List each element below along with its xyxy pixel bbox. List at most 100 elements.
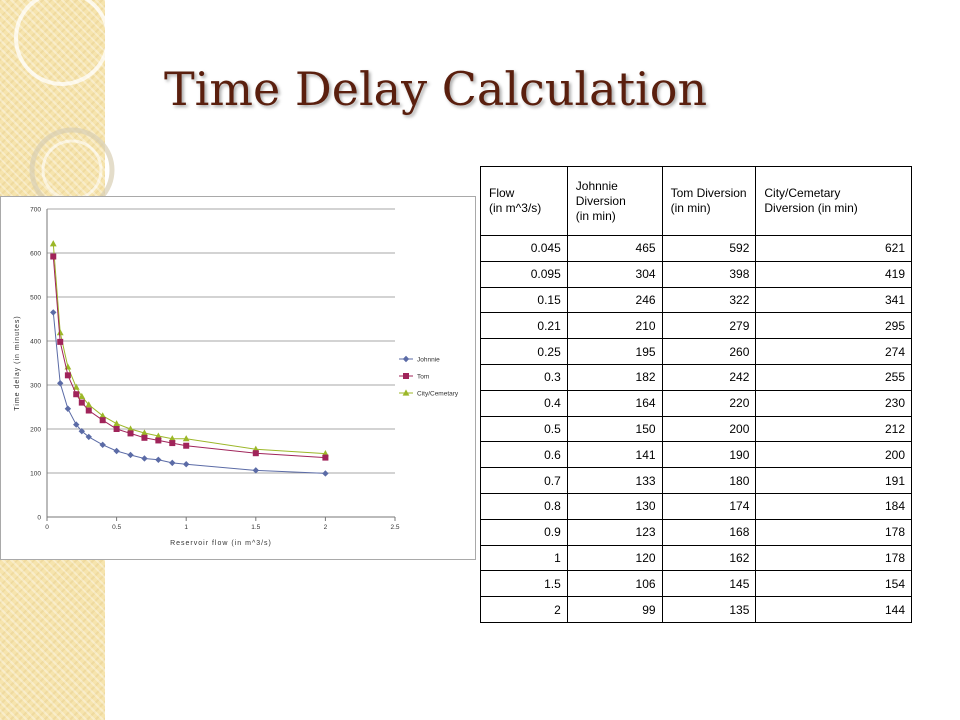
table-cell: 0.7 (480, 467, 568, 494)
legend-marker (402, 389, 410, 396)
table-cell: 123 (566, 518, 663, 546)
table-cell: 0.045 (480, 235, 568, 262)
table-cell: 242 (661, 363, 757, 391)
x-tick-label: 0 (45, 524, 49, 531)
table-row: 0.8 130 174 184 (480, 492, 912, 520)
table-cell: 195 (566, 338, 663, 365)
table-cell: 2 (480, 596, 568, 623)
table-cell: 465 (566, 235, 663, 262)
table-row: 0.045 465 592 621 (480, 235, 912, 262)
data-point (169, 440, 176, 447)
table-cell: 230 (755, 389, 912, 417)
data-point (57, 380, 64, 387)
table-cell: 168 (661, 518, 757, 546)
data-point (127, 451, 134, 459)
table-cell: 279 (661, 312, 757, 340)
table-cell: 0.6 (480, 441, 568, 469)
table-cell: 304 (566, 260, 663, 288)
data-point (141, 429, 148, 436)
data-point (127, 425, 134, 432)
table-cell: 274 (755, 338, 912, 365)
chart-canvas: 0 100 200 300 400 500 600 700 0 0.5 1 1.5 2 2.5 Reserv… (14, 207, 459, 548)
table-cell: 120 (566, 544, 663, 572)
table-cell: 99 (566, 596, 663, 623)
x-tick-label: 0.5 (112, 524, 121, 531)
table-header-row: Flow (in m^3/s) Johnnie Diversion (in min) T… (480, 166, 912, 236)
table-header-cell: Johnnie Diversion (in min) (566, 166, 663, 236)
y-tick-label: 0 (37, 515, 41, 522)
table-cell: 0.3 (480, 363, 568, 391)
table-cell: 144 (755, 596, 912, 623)
table-cell: 260 (661, 338, 757, 365)
data-point (85, 401, 93, 408)
table-cell: 180 (661, 467, 757, 494)
y-tick-label: 600 (30, 251, 41, 258)
table-cell: 210 (566, 312, 663, 340)
y-tick-label: 700 (30, 207, 41, 214)
table-cell: 133 (566, 467, 663, 494)
data-point (99, 412, 107, 419)
table-cell: 1.5 (480, 570, 568, 598)
table-cell: 162 (661, 544, 757, 572)
table-cell: 154 (755, 570, 912, 598)
series-line (52, 243, 326, 455)
data-point (182, 435, 190, 442)
table-cell: 145 (661, 570, 757, 598)
x-tick-label: 1.5 (251, 524, 260, 531)
table-row: 0.7 133 180 191 (480, 467, 912, 494)
legend-label: City/Cemetary (417, 391, 459, 398)
table-row: 1 120 162 178 (480, 544, 912, 572)
y-axis-title: Time delay (in minutes) (14, 315, 21, 411)
data-point (252, 450, 259, 457)
table-cell: 212 (755, 415, 912, 443)
data-point (99, 417, 106, 424)
series-line (52, 312, 326, 474)
data-point (113, 447, 120, 455)
table-cell: 0.095 (480, 260, 568, 288)
data-point (141, 455, 148, 462)
x-axis-title: Reservoir flow (in m^3/s) (170, 540, 272, 547)
data-point (78, 399, 85, 406)
time-delay-chart: 0 100 200 300 400 500 600 700 0 0.5 1 1.5 2 2.5 Reserv… (0, 196, 476, 560)
data-point (85, 407, 92, 414)
data-point (72, 383, 80, 390)
table-row: 0.21 210 279 295 (480, 312, 912, 340)
table-header-cell: City/Cemetary Diversion (in min) (755, 166, 912, 236)
table-cell: 174 (661, 492, 757, 520)
data-point (252, 467, 259, 474)
y-tick-label: 100 (30, 471, 41, 478)
data-point (64, 372, 71, 379)
data-point (127, 430, 134, 437)
table-row: 2 99 135 144 (480, 596, 912, 623)
y-tick-label: 200 (30, 427, 41, 434)
data-point (322, 470, 329, 477)
y-tick-label: 300 (30, 383, 41, 390)
table-cell: 398 (661, 260, 757, 288)
x-tick-label: 2 (324, 524, 328, 531)
data-point (57, 338, 64, 345)
table-cell: 0.9 (480, 518, 568, 546)
legend-marker (403, 373, 409, 379)
data-point (73, 421, 80, 428)
table-cell: 106 (566, 570, 663, 598)
table-cell: 255 (755, 363, 912, 391)
table-cell: 191 (755, 467, 912, 494)
series-line (52, 256, 326, 459)
table-cell: 295 (755, 312, 912, 340)
table-cell: 190 (661, 441, 757, 469)
y-tick-label: 400 (30, 339, 41, 346)
table-cell: 621 (755, 235, 912, 262)
table-cell: 184 (755, 492, 912, 520)
table-cell: 246 (566, 286, 663, 314)
data-point (85, 433, 92, 441)
data-point (113, 426, 120, 432)
table-row: 0.3 182 242 255 (480, 363, 912, 391)
data-point (155, 456, 162, 463)
table-cell: 0.8 (480, 492, 568, 520)
table-row: 0.15 246 322 341 (480, 286, 912, 314)
data-point (49, 240, 57, 247)
table-body: 0.045 465 592 621 0.095 304 398 419 0.15 246 322 34… (480, 235, 912, 623)
table-cell: 135 (661, 596, 757, 623)
legend-label: Tom (417, 374, 429, 381)
table-header-cell: Flow (in m^3/s) (480, 166, 568, 236)
